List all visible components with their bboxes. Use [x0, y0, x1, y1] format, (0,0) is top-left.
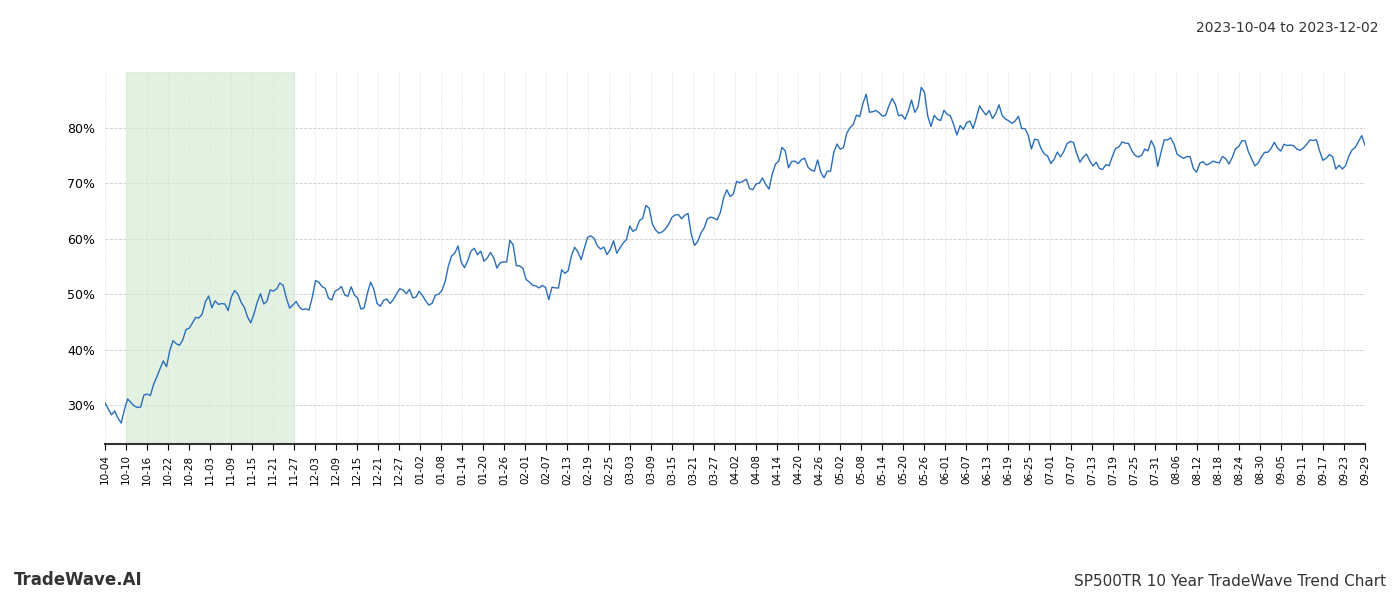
Text: 2023-10-04 to 2023-12-02: 2023-10-04 to 2023-12-02: [1197, 21, 1379, 35]
Text: TradeWave.AI: TradeWave.AI: [14, 571, 143, 589]
Bar: [126, 72, 294, 444]
Text: SP500TR 10 Year TradeWave Trend Chart: SP500TR 10 Year TradeWave Trend Chart: [1074, 574, 1386, 589]
